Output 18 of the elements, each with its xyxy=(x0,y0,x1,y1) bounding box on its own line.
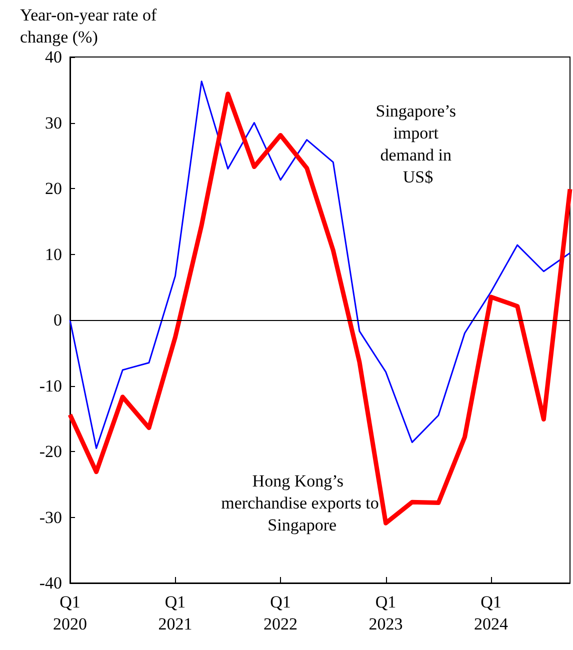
y-tick-label: 0 xyxy=(54,310,62,330)
y-tick-label: 20 xyxy=(45,179,62,198)
x-tick-label: Q1 2020 xyxy=(53,592,87,634)
text: Singapore’s import demand in US$ xyxy=(376,102,460,186)
y-tick-label: -20 xyxy=(39,442,62,461)
y-tick-label: 10 xyxy=(45,244,62,264)
line-series xyxy=(69,80,571,449)
y-tick-label: -30 xyxy=(39,508,62,527)
y-tick-label: -10 xyxy=(39,376,62,396)
y-tick-label: 40 xyxy=(45,48,62,66)
x-tick-label: Q1 2023 xyxy=(368,592,403,634)
series-label: Hong Kong’s merchandise exports to Singapore xyxy=(221,472,379,534)
x-tick-label: Q1 2021 xyxy=(158,592,192,634)
y-tick-label: -40 xyxy=(39,574,62,592)
y-axis-title: Year-on-year rate of change (%) xyxy=(20,6,161,46)
y-tick-label: 30 xyxy=(45,113,62,132)
x-tick-label: Q1 2022 xyxy=(264,592,298,634)
x-tick-label: Q1 2024 xyxy=(474,592,509,634)
